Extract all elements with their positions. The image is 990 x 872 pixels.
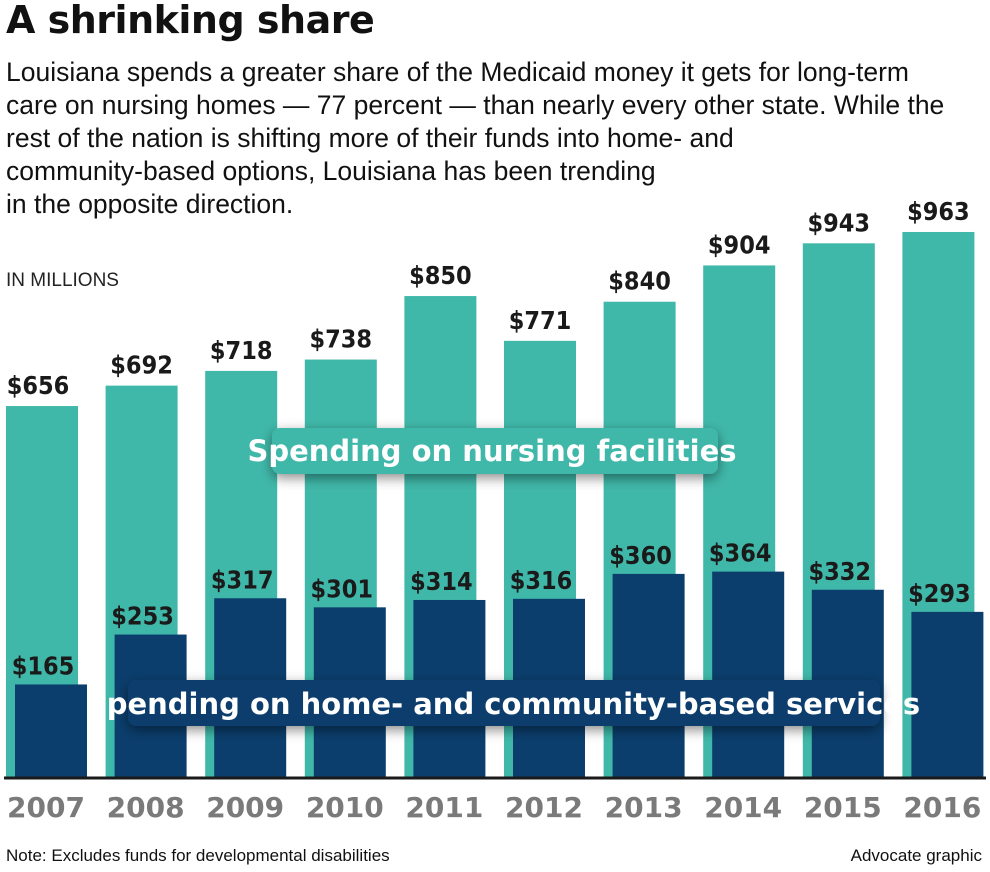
x-tick-label-2016: 2016 xyxy=(903,791,981,824)
bar-hcbs-2016 xyxy=(911,611,984,778)
bar-hcbs-2014 xyxy=(712,571,785,778)
value-label-nursing-2016: $963 xyxy=(907,197,970,226)
value-label-nursing-2009: $718 xyxy=(210,336,273,365)
chart-subtitle: Louisiana spends a greater share of the … xyxy=(6,56,981,221)
subtitle-line: in the opposite direction. xyxy=(6,189,294,219)
x-tick-label-2009: 2009 xyxy=(206,791,284,824)
series-label-nursing: Spending on nursing facilities xyxy=(247,428,737,474)
value-label-hcbs-2016: $293 xyxy=(908,579,971,608)
x-tick-label-2010: 2010 xyxy=(306,791,384,824)
series-label-hcbs: Spending on home- and community-based se… xyxy=(86,680,920,726)
x-tick-label-2015: 2015 xyxy=(804,791,882,824)
x-tick-label-2011: 2011 xyxy=(405,791,483,824)
credit: Advocate graphic xyxy=(850,846,982,865)
subtitle-line: rest of the nation is shifting more of t… xyxy=(6,123,734,153)
value-label-nursing-2007: $656 xyxy=(7,371,70,400)
value-label-hcbs-2014: $364 xyxy=(709,539,772,568)
footnote: Note: Excludes funds for developmental d… xyxy=(6,846,390,865)
chart-title: A shrinking share xyxy=(6,0,375,42)
value-label-nursing-2014: $904 xyxy=(708,230,771,259)
x-tick-label-2012: 2012 xyxy=(505,791,583,824)
subtitle-line: care on nursing homes — 77 percent — tha… xyxy=(6,90,945,120)
value-label-hcbs-2012: $316 xyxy=(510,566,573,595)
unit-label: IN MILLIONS xyxy=(6,270,119,291)
series-label-nursing-bg xyxy=(272,428,718,474)
x-tick-label-2007: 2007 xyxy=(7,791,85,824)
value-label-nursing-2013: $840 xyxy=(608,267,671,296)
value-label-hcbs-2009: $317 xyxy=(211,565,274,594)
series-label-hcbs-bg xyxy=(128,680,880,726)
value-label-nursing-2008: $692 xyxy=(110,351,173,380)
value-label-nursing-2010: $738 xyxy=(309,325,372,354)
value-label-hcbs-2010: $301 xyxy=(310,574,373,603)
value-label-nursing-2015: $943 xyxy=(807,208,870,237)
subtitle-line: community-based options, Louisiana has b… xyxy=(6,156,656,186)
value-label-hcbs-2008: $253 xyxy=(111,602,174,631)
x-tick-label-2008: 2008 xyxy=(107,791,185,824)
value-label-hcbs-2007: $165 xyxy=(12,651,75,680)
value-label-hcbs-2013: $360 xyxy=(609,541,672,570)
value-label-nursing-2011: $850 xyxy=(409,261,472,290)
value-label-hcbs-2011: $314 xyxy=(410,567,473,596)
series-label-nursing-text: Spending on nursing facilities xyxy=(247,434,736,468)
x-tick-label-2013: 2013 xyxy=(605,791,683,824)
subtitle-line: Louisiana spends a greater share of the … xyxy=(6,57,909,87)
x-tick-label-2014: 2014 xyxy=(704,791,782,824)
bar-hcbs-2007 xyxy=(15,684,87,778)
series-label-hcbs-text: Spending on home- and community-based se… xyxy=(86,687,920,721)
bar-hcbs-2013 xyxy=(612,573,685,778)
value-label-nursing-2012: $771 xyxy=(509,306,572,335)
value-label-hcbs-2015: $332 xyxy=(808,557,871,586)
